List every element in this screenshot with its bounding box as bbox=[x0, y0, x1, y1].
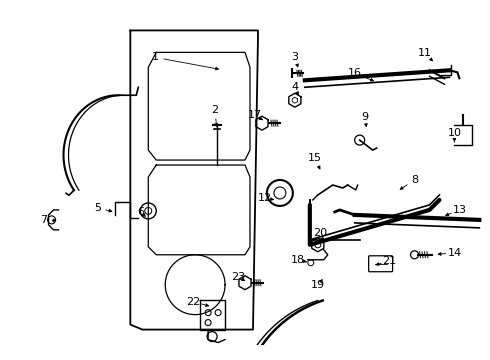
Text: 9: 9 bbox=[361, 112, 368, 122]
Text: 1: 1 bbox=[152, 52, 159, 62]
Text: 11: 11 bbox=[417, 48, 432, 58]
Text: 13: 13 bbox=[452, 205, 466, 215]
Text: 10: 10 bbox=[447, 128, 462, 138]
Text: 2: 2 bbox=[212, 105, 219, 115]
Text: 15: 15 bbox=[308, 153, 322, 163]
Text: 18: 18 bbox=[291, 255, 305, 265]
Text: 19: 19 bbox=[311, 280, 325, 290]
Text: 22: 22 bbox=[186, 297, 200, 307]
Text: 3: 3 bbox=[292, 52, 298, 62]
Text: 14: 14 bbox=[447, 248, 462, 258]
Text: 5: 5 bbox=[94, 203, 101, 213]
Text: 6: 6 bbox=[137, 207, 144, 217]
Text: 16: 16 bbox=[348, 68, 362, 78]
Text: 4: 4 bbox=[291, 82, 298, 92]
Text: 12: 12 bbox=[258, 193, 272, 203]
Text: 21: 21 bbox=[383, 256, 396, 266]
Text: 17: 17 bbox=[248, 110, 262, 120]
Text: 7: 7 bbox=[40, 215, 47, 225]
Text: 23: 23 bbox=[231, 272, 245, 282]
Text: 20: 20 bbox=[313, 228, 327, 238]
Text: 8: 8 bbox=[411, 175, 418, 185]
